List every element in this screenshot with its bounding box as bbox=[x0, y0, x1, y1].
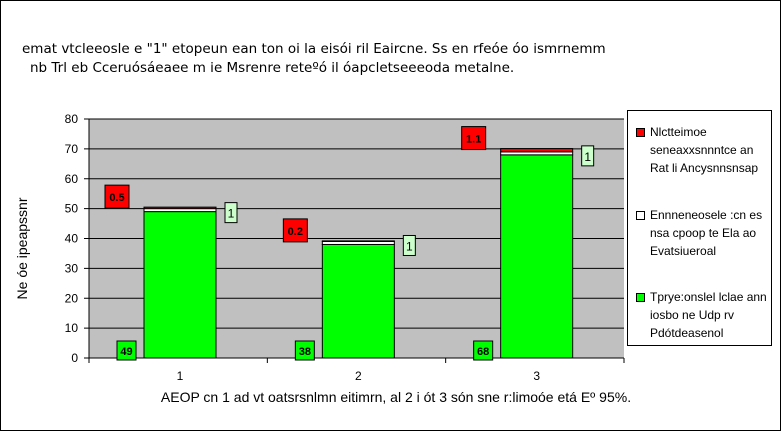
data-label-box-series-2 bbox=[402, 234, 416, 256]
y-tick-label: 80 bbox=[65, 112, 79, 126]
y-tick-label: 70 bbox=[65, 142, 79, 156]
x-tick-label: 3 bbox=[533, 369, 540, 383]
data-label-series-1: 49 bbox=[120, 346, 132, 358]
bar-segment bbox=[143, 206, 217, 210]
y-axis-label: Ne óe ipeapssnr bbox=[14, 197, 30, 299]
data-label-series-3: 0.5 bbox=[109, 192, 124, 204]
data-label-box-series-1 bbox=[473, 340, 494, 361]
chart-title-line-2: nb Trl eb Cceruósáeaee m ie Msrenre rete… bbox=[30, 60, 515, 76]
data-label-box-series-3 bbox=[282, 218, 308, 243]
legend-label-red: Nlctteimoe seneaxxsnnntce an Rat li Ancy… bbox=[650, 125, 759, 175]
y-tick-label: 50 bbox=[65, 202, 79, 216]
x-axis-label: AEOP cn 1 ad vt oatsrsnlmn eitimrn, al 2… bbox=[161, 389, 631, 405]
legend-swatch-red bbox=[636, 128, 645, 137]
legend-swatch-green bbox=[636, 293, 645, 302]
data-label-box-series-1 bbox=[116, 340, 137, 361]
bar-segment bbox=[500, 154, 574, 359]
legend-label-white: Ennneneosele :cn es nsa cpoop te Ela ao … bbox=[650, 208, 763, 258]
data-label-series-2: 1 bbox=[228, 207, 235, 221]
data-label-series-1: 68 bbox=[477, 346, 489, 358]
y-tick-label: 0 bbox=[71, 351, 78, 365]
data-label-box-series-3 bbox=[104, 184, 130, 209]
x-tick-label: 2 bbox=[355, 369, 362, 383]
bar-segment bbox=[143, 211, 217, 359]
data-label-series-2: 1 bbox=[406, 239, 413, 253]
y-tick-label: 20 bbox=[65, 291, 79, 305]
legend-label-green: Tprye:onslel lclae ann iosbo ne Udp rv P… bbox=[650, 290, 767, 340]
data-label-series-3: 0.2 bbox=[288, 226, 303, 238]
x-tick-label: 1 bbox=[177, 369, 184, 383]
data-label-series-1: 38 bbox=[299, 346, 311, 358]
y-tick-label: 60 bbox=[65, 172, 79, 186]
bar-segment bbox=[500, 148, 574, 153]
data-label-box-series-2 bbox=[581, 145, 595, 167]
data-label-series-3: 1.1 bbox=[466, 134, 481, 146]
data-label-box-series-1 bbox=[294, 340, 315, 361]
chart-title-line-1: emat vtcleeosle e "1" etopeun ean ton oi… bbox=[22, 41, 606, 57]
data-label-series-2: 1 bbox=[584, 150, 591, 164]
legend: Nlctteimoe seneaxxsnnntce an Rat li Ancy… bbox=[627, 110, 772, 346]
bar-segment bbox=[321, 240, 395, 242]
data-label-box-series-2 bbox=[224, 202, 238, 224]
y-tick-label: 30 bbox=[65, 261, 79, 275]
bar-segment bbox=[321, 243, 395, 359]
data-label-box-series-3 bbox=[461, 126, 487, 151]
legend-swatch-white bbox=[636, 211, 645, 220]
chart-title: emat vtcleeosle e "1" etopeun ean ton oi… bbox=[22, 40, 622, 78]
y-tick-label: 10 bbox=[65, 321, 79, 335]
y-tick-label: 40 bbox=[65, 232, 79, 246]
